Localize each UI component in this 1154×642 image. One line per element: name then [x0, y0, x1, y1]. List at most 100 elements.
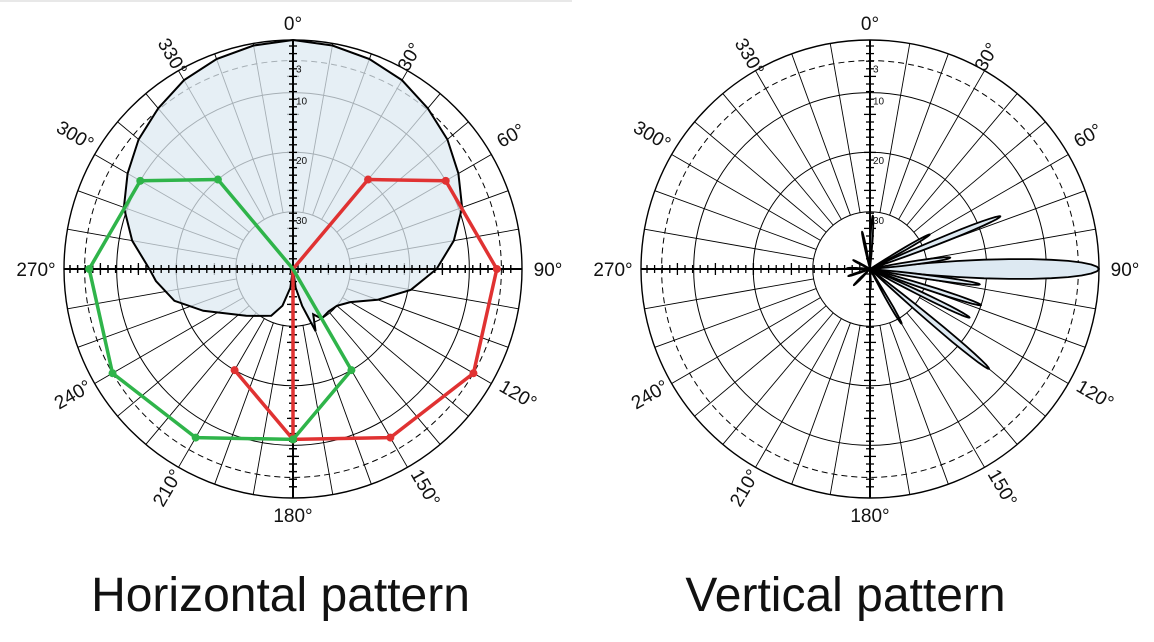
vertical-pattern-polar-chart: 0° 30° 60° 90° 120° 150° 180° 210° 240° 270° 300° 3… — [593, 14, 1140, 527]
green-series-point — [191, 433, 200, 442]
red-series-point — [469, 369, 478, 378]
green-series — [85, 175, 356, 444]
grid-spoke — [926, 278, 1096, 310]
angle-label: 30° — [394, 40, 427, 75]
angle-label: 210° — [726, 466, 764, 511]
grid-spoke — [898, 70, 985, 220]
angle-label: 60° — [1071, 120, 1106, 153]
red-series — [230, 175, 501, 444]
green-series-point — [136, 176, 145, 185]
grid-spoke — [329, 312, 441, 445]
lobe — [852, 259, 871, 270]
grid-spoke — [926, 228, 1096, 260]
lobe — [847, 268, 871, 277]
grid-spoke — [879, 325, 911, 495]
grid-spoke — [694, 305, 827, 417]
green-series-point — [108, 369, 117, 378]
grid-spoke — [755, 70, 842, 220]
grid-spoke — [755, 318, 842, 468]
angle-label: 180° — [273, 506, 312, 527]
red-series-point — [230, 366, 239, 375]
green-series-point — [213, 175, 222, 184]
grid-spoke — [722, 93, 834, 226]
angle-label: 210° — [149, 466, 187, 511]
angle-label: 270° — [593, 260, 632, 281]
grid-spoke — [694, 121, 827, 233]
angle-label: 330° — [153, 35, 191, 80]
angle-label: 180° — [850, 506, 889, 527]
red-series-point — [492, 265, 501, 273]
angle-label: 90° — [534, 260, 563, 281]
angle-label: 120° — [495, 376, 540, 414]
angle-label: 300° — [52, 117, 97, 155]
top-separator-line — [0, 0, 572, 2]
grid-spoke — [919, 297, 1069, 384]
grid-spoke — [791, 322, 851, 485]
vertical-pattern-panel: 0° 30° 60° 90° 120° 150° 180° 210° 240° 270° 300° 3… — [577, 0, 1154, 642]
grid-spoke — [898, 318, 985, 468]
horizontal-pattern-title: Horizontal pattern — [91, 569, 470, 622]
grid-spoke — [906, 312, 1018, 445]
grid-spoke — [671, 297, 821, 384]
grid-spoke — [117, 305, 250, 417]
lobe — [869, 268, 982, 307]
grid-spoke — [829, 325, 861, 495]
radial-label: 20 — [296, 156, 308, 167]
angle-label: 60° — [494, 120, 529, 153]
radial-labels: 3 10 20 30 — [296, 65, 308, 227]
lobe — [869, 215, 1002, 270]
horizontal-pattern-panel: 0° 30° 60° 90° 120° 150° 180° 210° 240° 270° 300° 3… — [16, 14, 563, 622]
radial-label: 30 — [296, 216, 308, 227]
grid-spoke — [342, 297, 492, 384]
grid-spoke — [722, 312, 834, 445]
red-series-point — [441, 176, 450, 185]
green-series-point — [347, 366, 356, 375]
angle-label: 150° — [406, 466, 444, 511]
lobe — [869, 268, 981, 286]
radial-label: 10 — [296, 97, 308, 108]
radial-label: 3 — [873, 65, 879, 76]
grid-spoke — [644, 228, 814, 260]
red-series-point — [364, 175, 373, 184]
lobe — [869, 268, 903, 325]
grid-spoke — [671, 154, 821, 241]
lobe — [869, 268, 971, 319]
grid-spoke — [214, 322, 274, 485]
grid-spoke — [178, 318, 265, 468]
red-series-point — [386, 433, 395, 442]
lobe — [869, 256, 952, 270]
grid-spoke — [829, 43, 861, 213]
lobe — [852, 268, 871, 287]
grid-spoke — [879, 43, 911, 213]
vertical-lobes — [846, 214, 1100, 370]
radial-label: 10 — [873, 97, 885, 108]
grid-spoke — [336, 305, 469, 417]
grid-spoke — [791, 53, 851, 216]
radial-label: 30 — [873, 216, 885, 227]
angle-label: 240° — [628, 376, 673, 414]
green-series-point — [289, 435, 297, 444]
horizontal-pattern-polar-chart: 0° 30° 60° 90° 120° 150° 180° 210° 240° 270° 300° 3… — [16, 14, 563, 527]
green-series-point — [85, 265, 94, 273]
grid-spoke — [644, 278, 814, 310]
radial-label: 20 — [873, 156, 885, 167]
lobe — [846, 266, 871, 271]
lobe — [869, 233, 931, 270]
angle-label: 30° — [971, 40, 1004, 75]
angle-label: 330° — [730, 35, 768, 80]
angle-label: 240° — [51, 376, 96, 414]
grid-spoke — [654, 190, 817, 250]
lobe — [869, 214, 875, 270]
lobe — [869, 268, 872, 289]
angle-label: 90° — [1111, 260, 1140, 281]
angle-label: 150° — [983, 466, 1021, 511]
radial-label: 3 — [296, 65, 302, 76]
grid-spoke — [919, 154, 1069, 241]
lobe — [869, 258, 1100, 280]
grid-spoke — [145, 312, 257, 445]
grid-spoke — [906, 93, 1018, 226]
radial-labels: 3 10 20 30 — [873, 65, 885, 227]
grid-spoke — [913, 121, 1046, 233]
grid-spoke — [312, 322, 372, 485]
angle-label: 300° — [629, 117, 674, 155]
